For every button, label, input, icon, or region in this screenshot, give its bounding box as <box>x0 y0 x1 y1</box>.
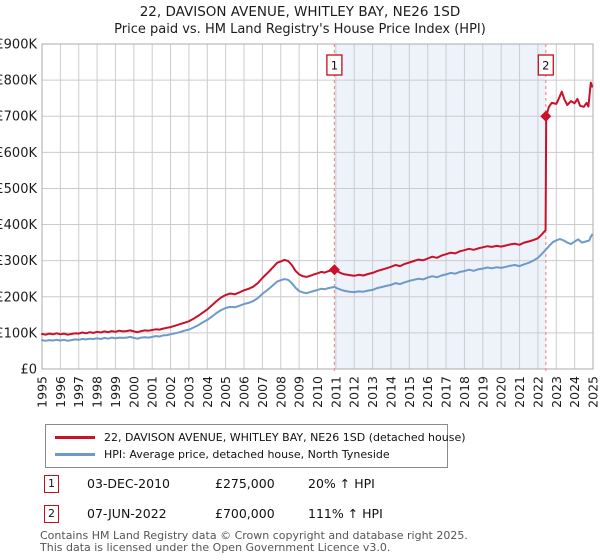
property-price-line <box>41 81 594 336</box>
property-line-swatch <box>55 436 95 439</box>
svg-text:2004: 2004 <box>200 376 215 408</box>
svg-text:£0: £0 <box>20 363 37 378</box>
svg-text:2023: 2023 <box>549 376 564 408</box>
sale-2-badge: 2 <box>44 505 59 523</box>
footer-line-1: Contains HM Land Registry data © Crown c… <box>40 529 468 542</box>
svg-text:2012: 2012 <box>347 376 362 408</box>
svg-text:2021: 2021 <box>512 376 527 408</box>
svg-text:2022: 2022 <box>530 376 545 408</box>
svg-text:£800K: £800K <box>0 74 37 89</box>
license-footer: Contains HM Land Registry data © Crown c… <box>40 530 596 554</box>
legend-label-hpi: HPI: Average price, detached house, Nort… <box>104 448 390 461</box>
between-sales-shading <box>334 44 546 369</box>
sale-2-price: £700,000 <box>215 506 275 521</box>
sale-2-hpi-delta: 111% ↑ HPI <box>308 506 383 521</box>
legend-label-property: 22, DAVISON AVENUE, WHITLEY BAY, NE26 1S… <box>104 431 466 444</box>
x-axis-labels: 1995 1996 1997 1998 1999 2000 2001 2002 2003 2004… <box>35 376 600 408</box>
sale-marker-diamond <box>540 110 552 122</box>
gridlines <box>41 43 594 370</box>
y-axis-labels: £0 £100K £200K £300K £400K £500K £600K £700K £80… <box>0 38 37 378</box>
sale-number-label: 1 <box>331 59 338 73</box>
chart-legend: 22, DAVISON AVENUE, WHITLEY BAY, NE26 1S… <box>45 424 466 468</box>
svg-text:2001: 2001 <box>145 376 160 408</box>
svg-text:2007: 2007 <box>255 376 270 408</box>
svg-text:£900K: £900K <box>0 38 37 53</box>
svg-text:2005: 2005 <box>218 376 233 408</box>
page-subtitle: Price paid vs. HM Land Registry's House … <box>114 22 486 37</box>
sale-1-date: 03-DEC-2010 <box>87 476 170 491</box>
hpi-line-swatch <box>55 453 95 456</box>
sale-1-badge: 1 <box>44 475 59 493</box>
sale-1-hpi-delta: 20% ↑ HPI <box>308 476 375 491</box>
legend-item-hpi: HPI: Average price, detached house, Nort… <box>55 448 438 461</box>
svg-text:2024: 2024 <box>567 376 582 408</box>
svg-text:£500K: £500K <box>0 182 37 197</box>
svg-text:2018: 2018 <box>457 376 472 408</box>
svg-text:1996: 1996 <box>53 376 68 408</box>
svg-text:2010: 2010 <box>310 376 325 408</box>
sale-annotation-row: 1 03-DEC-2010 £275,000 20% ↑ HPI <box>44 475 464 495</box>
svg-text:2006: 2006 <box>237 376 252 408</box>
sale-marker-diamond <box>328 264 340 276</box>
svg-text:2019: 2019 <box>475 376 490 408</box>
svg-text:£700K: £700K <box>0 110 37 125</box>
sale-2-date: 07-JUN-2022 <box>87 506 167 521</box>
sale-1-price: £275,000 <box>215 476 275 491</box>
plot-border <box>41 43 594 370</box>
legend-item-property: 22, DAVISON AVENUE, WHITLEY BAY, NE26 1S… <box>55 431 466 444</box>
price-chart: £0 £100K £200K £300K £400K £500K £600K £700K £80… <box>0 38 600 408</box>
svg-text:2016: 2016 <box>420 376 435 408</box>
svg-text:2015: 2015 <box>402 376 417 408</box>
sale-number-box <box>326 54 343 76</box>
svg-text:1997: 1997 <box>71 376 86 408</box>
svg-text:1998: 1998 <box>90 376 105 408</box>
svg-text:£100K: £100K <box>0 326 37 341</box>
svg-text:2013: 2013 <box>365 376 380 408</box>
svg-text:1999: 1999 <box>108 376 123 408</box>
svg-text:2009: 2009 <box>292 376 307 408</box>
sale-annotation-row: 2 07-JUN-2022 £700,000 111% ↑ HPI <box>44 505 464 525</box>
svg-text:£200K: £200K <box>0 290 37 305</box>
sale-number-label: 2 <box>542 59 549 73</box>
svg-text:2002: 2002 <box>163 376 178 408</box>
page-title: 22, DAVISON AVENUE, WHITLEY BAY, NE26 1S… <box>139 4 461 20</box>
svg-text:2000: 2000 <box>126 376 141 408</box>
svg-text:2003: 2003 <box>181 376 196 408</box>
sale-number-box <box>537 54 554 76</box>
svg-text:2020: 2020 <box>494 376 509 408</box>
svg-text:2008: 2008 <box>273 376 288 408</box>
hpi-line <box>41 233 594 342</box>
svg-text:£400K: £400K <box>0 218 37 233</box>
svg-text:1995: 1995 <box>35 376 50 408</box>
svg-text:£300K: £300K <box>0 254 37 269</box>
footer-line-2: This data is licensed under the Open Gov… <box>40 541 391 554</box>
svg-text:2025: 2025 <box>586 376 600 408</box>
svg-text:2011: 2011 <box>328 376 343 408</box>
svg-text:2014: 2014 <box>383 376 398 408</box>
svg-text:£600K: £600K <box>0 146 37 161</box>
svg-text:2017: 2017 <box>439 376 454 408</box>
